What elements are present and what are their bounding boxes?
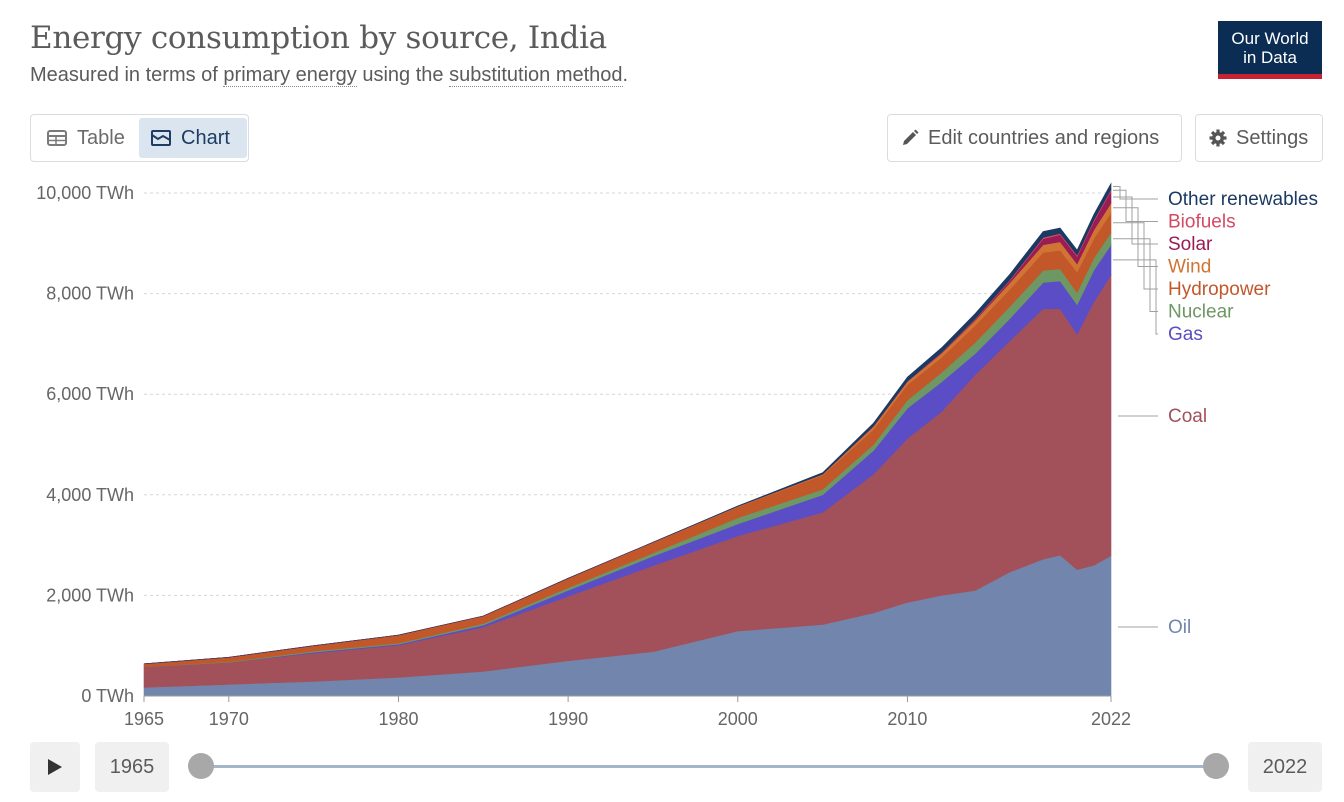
area-chart: 0 TWh 2,000 TWh 4,000 TWh 6,000 TWh 8,000 TW… [36,182,1318,729]
y-tick-label: 8,000 TWh [46,284,134,304]
primary-energy-link[interactable]: primary energy [223,64,357,87]
logo-line-1: Our World [1231,29,1309,48]
view-tabs: Table Chart [30,114,249,162]
timeline-end-handle[interactable] [1203,753,1229,779]
legend-label-hydropower: Hydropower [1168,279,1271,300]
x-tick-label: 1965 [124,709,164,729]
legend-connector [1113,238,1158,312]
y-tick-label: 2,000 TWh [46,585,134,605]
x-tick-label: 2010 [887,709,927,729]
edit-countries-button[interactable]: Edit countries and regions [887,114,1182,162]
legend-label-coal: Coal [1168,406,1207,427]
y-tick-label: 6,000 TWh [46,384,134,404]
legend-label-solar: Solar [1168,234,1213,255]
owid-logo[interactable]: Our World in Data [1218,21,1322,79]
legend-label-biofuels: Biofuels [1168,212,1236,233]
x-tick-label: 1990 [548,709,588,729]
legend-connector [1113,189,1158,222]
legend-label-gas: Gas [1168,324,1203,345]
y-tick-label: 10,000 TWh [36,183,134,203]
legend-label-wind: Wind [1168,257,1211,278]
subtitle-text-1: Measured in terms of [30,64,224,86]
table-icon [47,130,67,146]
area-other-renewables [143,182,1112,665]
chart-title: Energy consumption by source, India [30,20,607,56]
pencil-icon [903,129,919,145]
legend-label-nuclear: Nuclear [1168,302,1234,323]
settings-label: Settings [1236,126,1309,149]
timeline-start-year[interactable]: 1965 [95,742,169,792]
tab-table[interactable]: Table [35,118,135,158]
y-tick-label: 4,000 TWh [46,485,134,505]
tab-table-label: Table [77,126,125,149]
legend-label-oil: Oil [1168,617,1191,638]
settings-button[interactable]: Settings [1195,114,1323,162]
legend-connector [1113,259,1158,335]
legend-connector [1113,207,1158,267]
gear-icon [1209,129,1227,147]
subtitle-text-2: using the [356,64,450,86]
x-tick-label: 2022 [1091,709,1131,729]
chart-subtitle: Measured in terms of primary energy usin… [30,64,628,87]
timeline-track[interactable] [201,765,1216,768]
timeline-end-year[interactable]: 2022 [1248,742,1322,792]
x-tick-label: 2000 [718,709,758,729]
chart-icon [151,130,171,146]
substitution-method-link[interactable]: substitution method [449,64,623,87]
tab-chart[interactable]: Chart [139,118,247,158]
legend-label-other-renewables: Other renewables [1168,189,1318,210]
timeline-start-handle[interactable] [188,753,214,779]
legend-connector [1113,222,1158,290]
logo-line-2: in Data [1243,48,1297,67]
edit-countries-label: Edit countries and regions [928,126,1160,149]
play-icon [48,759,62,775]
play-button[interactable] [30,742,80,792]
y-tick-label: 0 TWh [81,686,134,706]
subtitle-text-3: . [622,64,629,86]
x-tick-label: 1970 [209,709,249,729]
x-tick-label: 1980 [378,709,418,729]
legend-connector [1113,196,1158,245]
legend-connector [1113,186,1158,200]
tab-chart-label: Chart [181,126,230,149]
